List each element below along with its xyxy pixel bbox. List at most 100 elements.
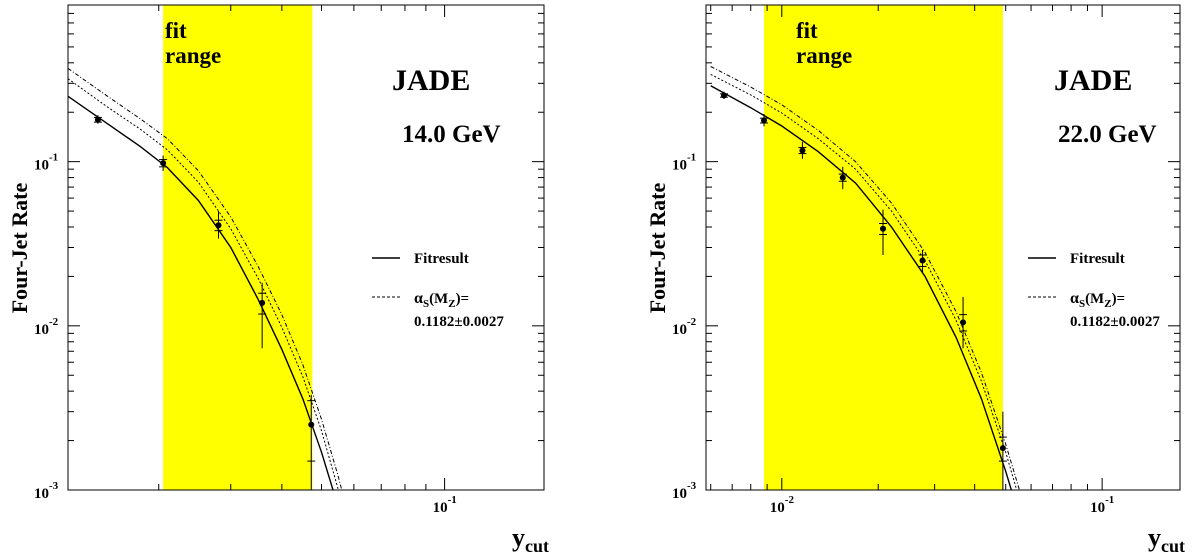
y-axis-title: Four-Jet Rate xyxy=(7,183,32,314)
x-axis-ticks xyxy=(710,5,1103,490)
x-axis-title: ycut xyxy=(512,523,549,556)
data-point xyxy=(798,141,807,159)
y-tick-label-base: 10 xyxy=(34,486,49,502)
data-point xyxy=(959,296,968,349)
legend-alpha-argument-subscript: Z xyxy=(1104,298,1111,310)
curve-solid xyxy=(710,85,1013,490)
x-tick-label-exponent: -1 xyxy=(448,494,457,506)
data-point xyxy=(214,211,223,239)
data-point-marker xyxy=(999,445,1006,452)
legend: Fitresult αS(MZ)= 0.1182±0.0027 xyxy=(372,251,504,330)
data-point xyxy=(258,282,267,349)
fit-range-label-range: range xyxy=(165,43,221,68)
legend-alpha-subscript: S xyxy=(1079,298,1085,310)
legend-alpha-symbol: α xyxy=(414,290,423,307)
y-tick-label-base: 10 xyxy=(672,158,687,174)
legend-alpha-argument: (M xyxy=(1085,291,1104,307)
legend-alpha-tail: )= xyxy=(1112,291,1126,307)
x-axis-title: ycut xyxy=(1148,523,1185,556)
x-tick-label-base: 10 xyxy=(1090,500,1105,516)
y-tick-label: 10-1 xyxy=(34,152,58,174)
y-axis-title: Four-Jet Rate xyxy=(645,183,670,314)
x-tick-label: 10-1 xyxy=(433,494,457,516)
data-point xyxy=(93,115,102,124)
curves-group xyxy=(68,67,343,490)
y-tick-label-exponent: -3 xyxy=(49,480,59,492)
x-tick-label: 10-1 xyxy=(1090,494,1114,516)
legend: Fitresult αS(MZ)= 0.1182±0.0027 xyxy=(1028,251,1160,330)
x-axis-title-main: y xyxy=(1148,523,1161,552)
x-tick-label-base: 10 xyxy=(770,500,785,516)
data-point xyxy=(918,249,927,273)
fit-range-label-fit: fit xyxy=(165,18,187,43)
y-axis-ticks xyxy=(706,4,1180,491)
data-point-marker xyxy=(799,147,806,154)
legend-fit-label: Fitresult xyxy=(414,251,469,267)
data-point-marker xyxy=(960,319,967,326)
y-tick-label: 10-3 xyxy=(34,480,59,502)
data-point-marker xyxy=(215,222,222,229)
x-tick-label-exponent: -2 xyxy=(785,494,795,506)
data-point xyxy=(998,411,1007,490)
legend-alpha-symbol: α xyxy=(1070,290,1079,307)
data-point xyxy=(838,166,847,190)
x-tick-label-exponent: -1 xyxy=(1105,494,1114,506)
y-tick-label-base: 10 xyxy=(34,158,49,174)
y-tick-label-exponent: -1 xyxy=(687,152,696,164)
data-point-marker xyxy=(880,225,887,232)
legend-alpha-argument-subscript: Z xyxy=(448,298,455,310)
y-tick-label: 10-1 xyxy=(672,152,696,174)
legend-fit-label: Fitresult xyxy=(1070,251,1125,267)
curves-group xyxy=(710,66,1020,490)
legend-alpha-subscript: S xyxy=(423,298,429,310)
x-tick-label-base: 10 xyxy=(433,500,448,516)
data-point-marker xyxy=(839,174,846,181)
experiment-label: JADE xyxy=(392,64,470,97)
x-axis-title-subscript: cut xyxy=(1161,536,1185,556)
curve-solid xyxy=(68,95,334,490)
data-point xyxy=(879,209,888,256)
y-tick-label-exponent: -2 xyxy=(49,316,59,328)
data-point-marker xyxy=(94,116,101,123)
data-point xyxy=(719,91,728,99)
data-point xyxy=(307,394,316,490)
y-tick-label: 10-2 xyxy=(34,316,59,338)
legend-alpha-tail: )= xyxy=(456,291,470,307)
energy-label: 14.0 GeV xyxy=(402,121,501,148)
x-axis-title-main: y xyxy=(512,523,525,552)
fit-range-label-fit: fit xyxy=(796,18,818,43)
y-tick-label: 10-2 xyxy=(672,316,697,338)
y-tick-label-exponent: -2 xyxy=(687,316,697,328)
data-point xyxy=(159,155,168,171)
legend-alpha-label: αS(MZ)= xyxy=(414,290,469,310)
data-point-marker xyxy=(761,117,768,124)
legend-alpha-label: αS(MZ)= xyxy=(1070,290,1125,310)
data-point-marker xyxy=(919,257,926,264)
fit-range-band xyxy=(163,5,313,490)
fit-range-label-range: range xyxy=(796,43,852,68)
data-point-marker xyxy=(308,421,315,428)
data-point xyxy=(760,114,769,127)
x-tick-label: 10-2 xyxy=(770,494,795,516)
curve-dotted xyxy=(710,73,1018,490)
curve-dotted xyxy=(68,78,339,490)
curve-dashed xyxy=(68,67,343,490)
y-tick-label-exponent: -1 xyxy=(49,152,58,164)
data-point-marker xyxy=(160,160,167,167)
x-axis-title-subscript: cut xyxy=(525,536,549,556)
y-tick-label: 10-3 xyxy=(672,480,697,502)
y-tick-label-exponent: -3 xyxy=(687,480,697,492)
legend-alpha-value: 0.1182±0.0027 xyxy=(414,314,504,330)
data-point-marker xyxy=(720,92,727,99)
legend-alpha-argument: (M xyxy=(429,291,448,307)
data-point-marker xyxy=(259,299,266,306)
y-tick-label-base: 10 xyxy=(672,486,687,502)
curve-dashed xyxy=(710,66,1020,490)
y-tick-label-base: 10 xyxy=(672,322,687,338)
x-axis-ticks xyxy=(158,5,446,490)
legend-alpha-value: 0.1182±0.0027 xyxy=(1070,314,1160,330)
y-tick-label-base: 10 xyxy=(34,322,49,338)
